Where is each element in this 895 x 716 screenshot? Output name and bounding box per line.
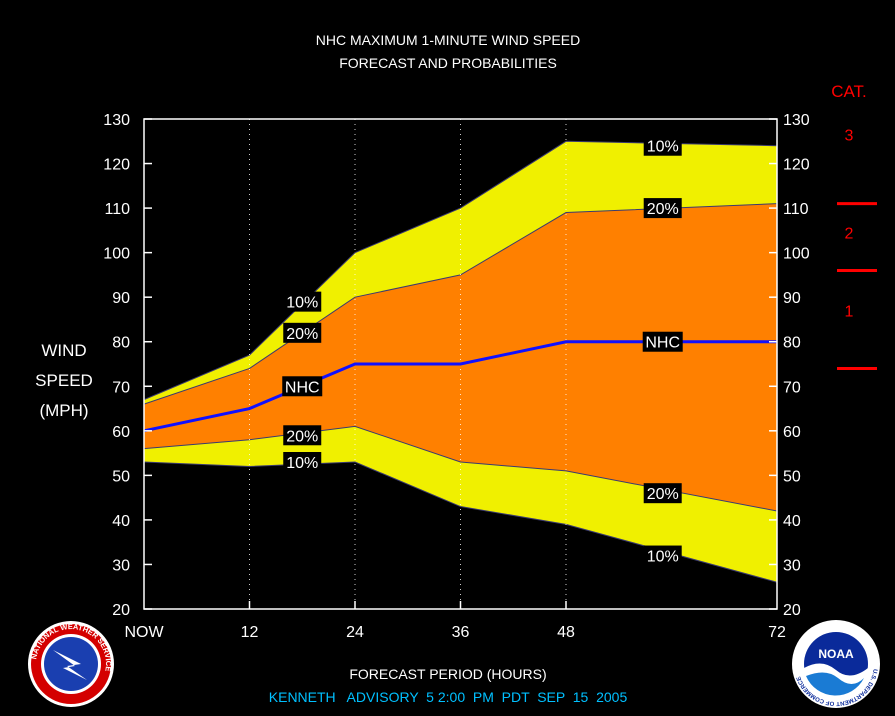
band-label-box: [282, 376, 323, 397]
band-label-box: [643, 198, 682, 219]
y-tick-label-left: 130: [103, 112, 130, 129]
chart-title-line2: FORECAST AND PROBABILITIES: [339, 55, 557, 71]
y-tick-label-left: 110: [104, 201, 130, 218]
band-label-box: [643, 545, 682, 566]
y-axis-ticks: 20 20 30 30 40 40 50 50 60 60 70 70 80 80 90 90 100 100 11…: [103, 112, 810, 619]
y-tick-label-left: 70: [112, 379, 130, 396]
band-label-box: [283, 452, 322, 472]
noaa-wordmark: NOAA: [818, 647, 854, 661]
band-edge: [143, 461, 778, 583]
band-edge: [143, 140, 778, 401]
x-tick-label: 72: [768, 624, 786, 641]
y-tick-label-right: 90: [783, 290, 801, 307]
band-label-box: [643, 483, 682, 504]
saffir-simpson-categories: CAT. 3 2 1: [831, 82, 877, 370]
x-tick-label: NOW: [124, 624, 164, 641]
y-tick-label-left: 50: [112, 468, 130, 485]
y-tick-label-right: 70: [783, 379, 801, 396]
y-tick-label-right: 20: [783, 602, 801, 619]
band-label-box: [283, 322, 322, 343]
band-label: 20%: [286, 428, 318, 445]
y-tick-label-right: 130: [783, 112, 810, 129]
category-label: 1: [845, 304, 854, 321]
y-tick-label-right: 110: [783, 201, 809, 218]
category-label: 2: [845, 226, 854, 243]
y-tick-label-right: 100: [783, 246, 810, 263]
y-tick-label-left: 90: [112, 290, 130, 307]
category-label: 3: [845, 128, 854, 145]
y-tick-label-right: 120: [783, 157, 810, 174]
y-tick-label-right: 80: [783, 335, 801, 352]
nws-logo: NATIONAL WEATHER SERVICE: [28, 621, 114, 707]
x-tick-label: 24: [346, 624, 364, 641]
x-axis-ticks: NOW 12 24 36 48 72: [124, 601, 786, 641]
band-label: NHC: [645, 335, 680, 352]
category-header: CAT.: [831, 82, 867, 101]
y-axis-label-line: (MPH): [39, 401, 88, 420]
x-tick-label: 12: [241, 624, 259, 641]
y-axis-label-line: SPEED: [35, 371, 93, 390]
chart-title-line1: NHC MAXIMUM 1-MINUTE WIND SPEED: [316, 32, 580, 48]
y-tick-label-left: 80: [112, 335, 130, 352]
y-tick-label-left: 30: [112, 557, 130, 574]
y-tick-label-right: 50: [783, 468, 801, 485]
advisory-line: KENNETH ADVISORY 5 2:00 PM PDT SEP 15 20…: [269, 689, 628, 705]
y-tick-label-left: 60: [112, 424, 130, 441]
band-label-box: [283, 291, 322, 312]
band-label-box: [283, 425, 322, 446]
y-tick-label-right: 40: [783, 513, 801, 530]
y-axis-label: WIND SPEED (MPH): [35, 341, 93, 420]
band-label: 10%: [647, 549, 679, 566]
band-edge: [143, 425, 778, 512]
y-axis-label-line: WIND: [41, 341, 86, 360]
band-label-box: [643, 135, 682, 156]
y-tick-label-left: 40: [112, 513, 130, 530]
y-tick-label-left: 120: [103, 157, 130, 174]
nhc-forecast-line: [143, 340, 777, 433]
band-label: 10%: [286, 295, 318, 312]
band-label: 10%: [647, 139, 679, 156]
y-tick-label-right: 30: [783, 557, 801, 574]
band-label-box: [642, 331, 683, 352]
y-tick-label-right: 60: [783, 424, 801, 441]
band-edge: [143, 203, 778, 405]
probability-bands: [143, 140, 778, 583]
band-label: 20%: [647, 201, 679, 218]
band-label: 10%: [286, 455, 318, 472]
nhc-line: [143, 340, 777, 433]
y-tick-label-left: 20: [112, 602, 130, 619]
x-tick-label: 36: [452, 624, 470, 641]
noaa-logo: NOAA U.S. DEPARTMENT OF COMMERCE: [792, 620, 880, 708]
x-tick-label: 48: [557, 624, 575, 641]
band-label: NHC: [285, 379, 320, 396]
y-tick-label-left: 100: [103, 246, 130, 263]
band-labels: 10% 20% NHC 20% 10% 10% 20% NHC 20% 10%: [282, 135, 683, 566]
band-label: 20%: [286, 326, 318, 343]
band-20pct: [144, 203, 777, 512]
band-label: 20%: [647, 486, 679, 503]
x-axis-label: FORECAST PERIOD (HOURS): [349, 666, 546, 682]
